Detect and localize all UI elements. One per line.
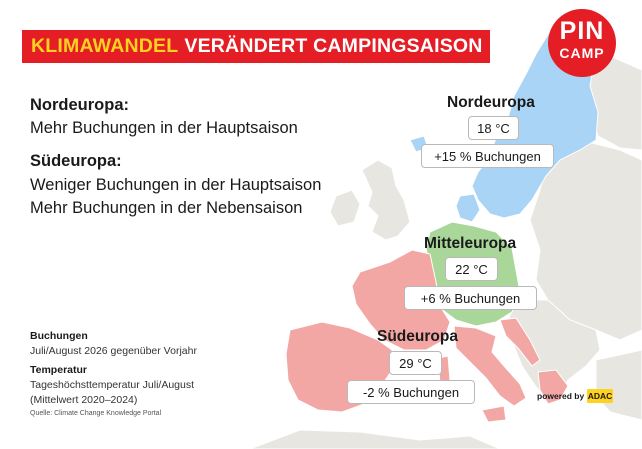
central-temp-badge: 22 °C (445, 257, 498, 281)
central-bookings-badge: +6 % Buchungen (404, 286, 537, 310)
legend-temp-text-2: (Mittelwert 2020–2024) (30, 394, 138, 406)
south-summary-text-2: Mehr Buchungen in der Nebensaison (30, 199, 303, 217)
north-temp-badge: 18 °C (468, 116, 519, 140)
region-label-south: Südeuropa (377, 328, 458, 345)
title-rest: VERÄNDERT CAMPINGSAISON (184, 35, 483, 57)
legend-source: Quelle: Climate Change Knowledge Portal (30, 410, 162, 417)
north-summary-heading: Nordeuropa: (30, 96, 129, 114)
logo-line1: PIN (559, 17, 605, 45)
legend-bookings-text: Juli/August 2026 gegenüber Vorjahr (30, 345, 197, 357)
pincamp-logo: PIN CAMP (548, 9, 616, 77)
south-temp-badge: 29 °C (389, 351, 442, 375)
region-label-north: Nordeuropa (447, 94, 535, 111)
title-highlight: KLIMAWANDEL (31, 35, 179, 57)
map-region-south (285, 249, 569, 423)
south-bookings-badge: -2 % Buchungen (347, 380, 475, 404)
legend-temp-text-1: Tageshöchsttemperatur Juli/August (30, 379, 195, 391)
logo-line2: CAMP (559, 45, 605, 61)
north-summary-text: Mehr Buchungen in der Hauptsaison (30, 119, 298, 137)
legend-bookings-heading: Buchungen (30, 330, 88, 342)
south-summary-heading: Südeuropa: (30, 152, 122, 170)
map-land-grey (249, 55, 642, 449)
legend-temp-heading: Temperatur (30, 364, 87, 376)
south-summary-text-1: Weniger Buchungen in der Hauptsaison (30, 176, 322, 194)
adac-logo: ADAC (587, 389, 613, 403)
region-label-central: Mitteleuropa (424, 235, 517, 252)
north-bookings-badge: +15 % Buchungen (421, 144, 554, 168)
powered-by-label: powered by (537, 391, 585, 401)
title-banner: KLIMAWANDEL VERÄNDERT CAMPINGSAISON (22, 30, 490, 63)
